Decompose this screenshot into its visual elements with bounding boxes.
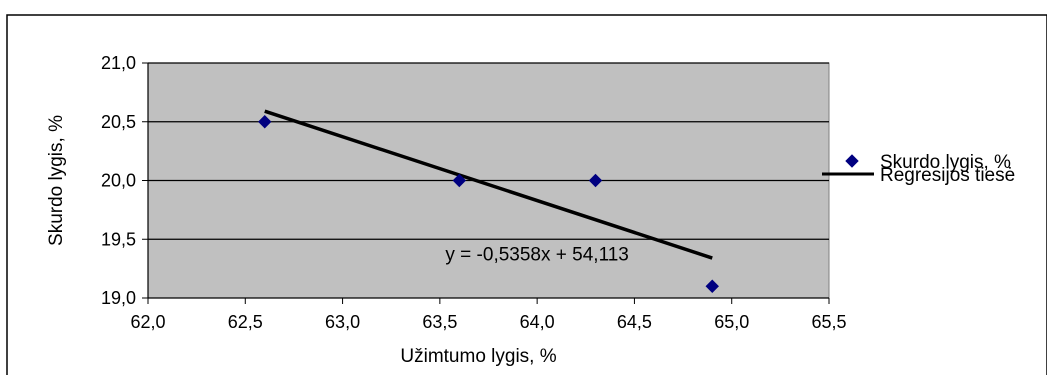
legend-marker-diamond [845, 154, 859, 168]
y-axis-title: Skurdo lygis, % [46, 115, 67, 246]
y-tick-labels: 19,0 19,5 20,0 20,5 21,0 [101, 53, 136, 308]
x-tick-label: 65,5 [811, 312, 846, 332]
x-tick-label: 62,0 [130, 312, 165, 332]
y-tick-label: 20,5 [101, 112, 136, 132]
axes [142, 62, 830, 304]
x-tick-label: 63,5 [422, 312, 457, 332]
data-point [452, 173, 467, 188]
x-tick-label: 64,0 [520, 312, 555, 332]
data-point [588, 173, 603, 188]
series-layer [258, 109, 719, 293]
regression-line [264, 109, 713, 260]
data-point [258, 115, 272, 129]
y-tick-label: 20,0 [101, 171, 136, 191]
y-tick-label: 19,0 [101, 288, 136, 308]
legend-label-skurdo: Skurdo lygis, % [880, 152, 1011, 173]
x-axis-title: Užimtumo lygis, % [400, 346, 556, 367]
y-tick-label: 21,0 [101, 53, 136, 73]
x-tick-label: 63,0 [325, 312, 360, 332]
x-tick-label: 64,5 [617, 312, 652, 332]
x-tick-label: 65,0 [714, 312, 749, 332]
y-tick-label: 19,5 [101, 229, 136, 249]
regression-equation: y = -0,5358x + 54,113 [445, 244, 628, 265]
legend-label-regression: Regresijos tiesė [880, 165, 1015, 186]
data-point [705, 279, 719, 293]
x-tick-label: 62,5 [228, 312, 263, 332]
legend: Skurdo lygis, % Regresijos tiesė [822, 152, 1015, 186]
x-tick-labels: 62,0 62,5 63,0 63,5 64,0 64,5 65,0 65,5 [130, 312, 846, 332]
